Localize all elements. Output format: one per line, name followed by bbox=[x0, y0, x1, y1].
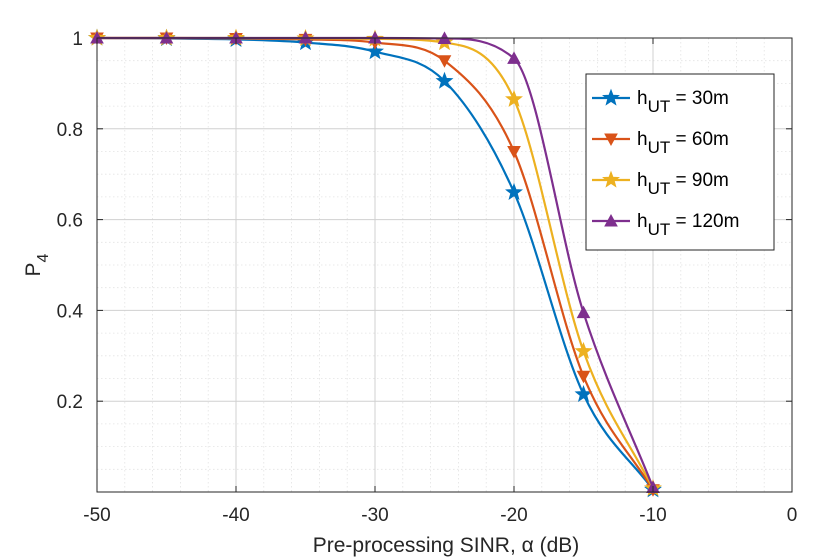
legend-item: hUT = 30m bbox=[592, 88, 729, 116]
data-point bbox=[576, 305, 591, 319]
x-tick-label: -50 bbox=[83, 505, 110, 526]
data-point bbox=[507, 51, 521, 64]
data-point bbox=[437, 55, 452, 68]
x-tick-label: -20 bbox=[500, 505, 527, 526]
legend-items: hUT = 30m hUT = 60m hUT = 90m hUT = 120m bbox=[592, 88, 739, 239]
y-axis-title-main: P bbox=[22, 262, 45, 276]
data-point bbox=[574, 341, 593, 359]
x-tick-label: -30 bbox=[361, 505, 388, 526]
legend-item: hUT = 60m bbox=[592, 129, 729, 157]
x-tick-label: -40 bbox=[222, 505, 249, 526]
legend-marker bbox=[604, 133, 618, 147]
x-axis-title: Pre-processing SINR, α (dB) bbox=[313, 534, 580, 557]
data-point bbox=[505, 182, 523, 200]
y-axis-title-sub: 4 bbox=[35, 253, 52, 262]
data-point bbox=[366, 42, 384, 60]
legend-label: hUT = 90m bbox=[637, 170, 729, 198]
y-tick-label: 0.6 bbox=[57, 211, 83, 232]
axis-ticks bbox=[96, 37, 793, 492]
tick-labels: -50 -40 -30 -20 -10 0 0.2 0.4 0.6 0.8 1 bbox=[57, 29, 798, 526]
y-axis-title: P4 bbox=[22, 253, 52, 276]
plot-border bbox=[96, 37, 793, 493]
legend-label: hUT = 120m bbox=[637, 211, 739, 239]
data-point bbox=[507, 146, 521, 159]
legend-marker bbox=[604, 213, 618, 227]
data-point bbox=[576, 370, 591, 384]
x-tick-label: 0 bbox=[787, 505, 798, 526]
y-tick-label: 1 bbox=[72, 29, 83, 50]
y-tick-label: 0.2 bbox=[57, 392, 83, 413]
legend-item: hUT = 90m bbox=[592, 170, 729, 198]
y-tick-label: 0.8 bbox=[57, 120, 83, 141]
x-tick-label: -10 bbox=[639, 505, 666, 526]
y-tick-label: 0.4 bbox=[57, 301, 84, 322]
legend-label: hUT = 30m bbox=[637, 88, 729, 116]
data-point bbox=[435, 71, 454, 89]
legend-marker bbox=[602, 170, 620, 188]
legend-item: hUT = 120m bbox=[592, 211, 739, 239]
legend-marker bbox=[602, 88, 620, 106]
legend-label: hUT = 60m bbox=[637, 129, 729, 157]
y-axis-title-group: P4 bbox=[22, 253, 52, 276]
data-point bbox=[505, 89, 523, 107]
legend: hUT = 30m hUT = 60m hUT = 90m hUT = 120m bbox=[585, 73, 775, 251]
